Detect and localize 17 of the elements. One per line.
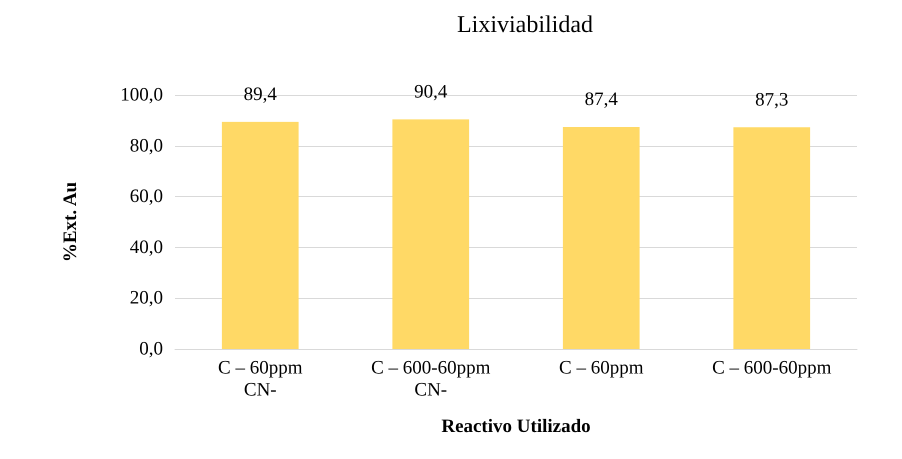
data-label: 87,4	[584, 89, 618, 110]
x-axis-title: Reactivo Utilizado	[441, 416, 591, 437]
y-axis-title: %Ext. Au	[60, 181, 81, 262]
y-tick-label: 0,0	[139, 338, 163, 360]
data-label: 89,4	[244, 84, 278, 105]
data-label: 87,3	[755, 89, 788, 110]
y-tick-label: 60,0	[130, 186, 163, 208]
x-tick-label: C – 600-60ppm	[712, 358, 832, 378]
x-tick-label: C – 60ppm CN-	[218, 358, 303, 400]
chart-title: Lixiviabilidad	[457, 12, 593, 38]
x-tick-label: C – 600-60ppm CN-	[371, 358, 491, 400]
x-tick-label: C – 60ppm	[559, 358, 644, 378]
y-tick-label: 20,0	[130, 288, 163, 309]
y-tick-label: 40,0	[130, 236, 163, 258]
y-tick-label: 80,0	[130, 135, 163, 156]
y-tick-label: 100,0	[120, 84, 163, 106]
data-label: 90,4	[414, 81, 448, 102]
